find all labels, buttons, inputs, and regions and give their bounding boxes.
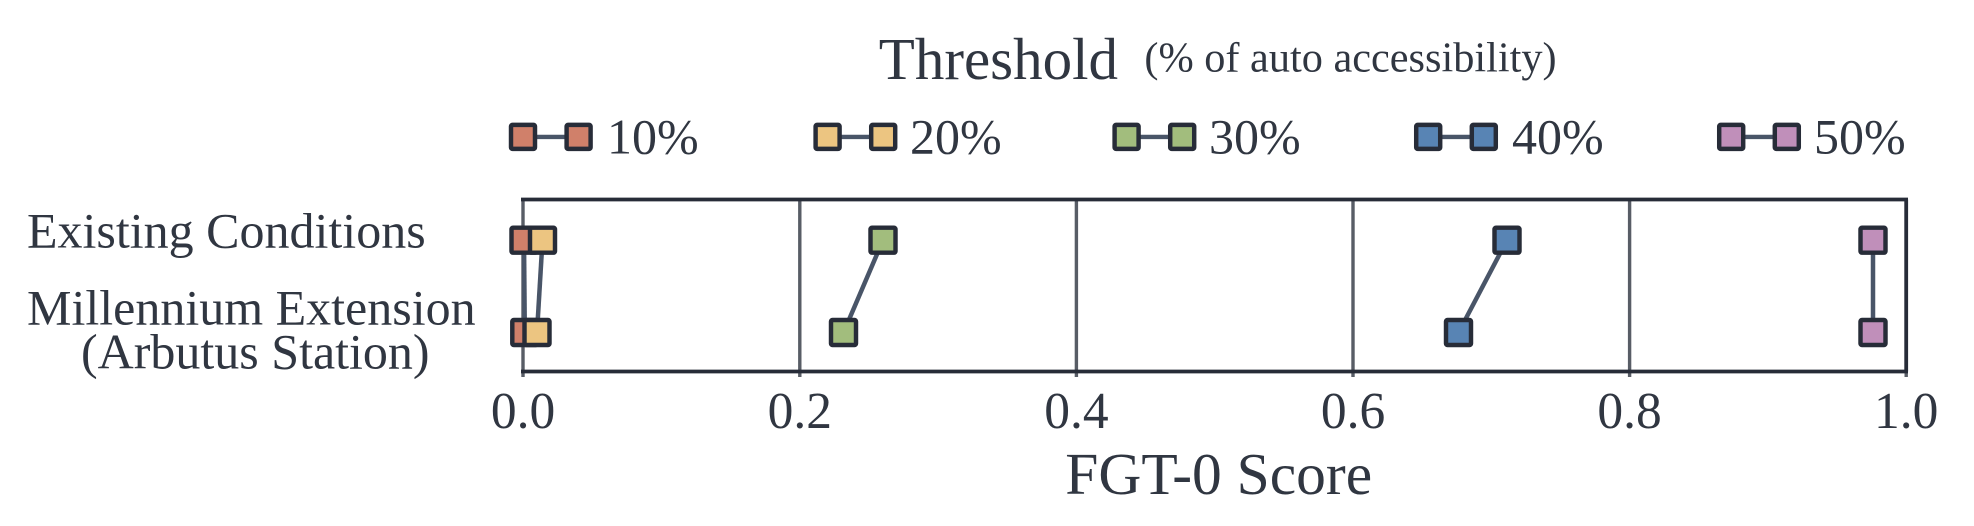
svg-text:0.8: 0.8 bbox=[1597, 383, 1661, 440]
svg-text:50%: 50% bbox=[1814, 109, 1906, 165]
svg-text:1.0: 1.0 bbox=[1874, 383, 1938, 440]
svg-text:Existing Conditions: Existing Conditions bbox=[27, 203, 426, 259]
svg-text:0.2: 0.2 bbox=[768, 383, 832, 440]
svg-text:0.0: 0.0 bbox=[491, 383, 555, 440]
svg-text:10%: 10% bbox=[607, 109, 699, 165]
svg-text:20%: 20% bbox=[910, 109, 1002, 165]
svg-text:(% of auto accessibility): (% of auto accessibility) bbox=[1144, 35, 1556, 82]
svg-text:40%: 40% bbox=[1512, 109, 1604, 165]
svg-text:0.4: 0.4 bbox=[1044, 383, 1108, 440]
svg-text:0.6: 0.6 bbox=[1321, 383, 1385, 440]
svg-text:FGT-0 Score: FGT-0 Score bbox=[1065, 441, 1372, 507]
svg-text:(Arbutus Station): (Arbutus Station) bbox=[81, 324, 430, 380]
svg-text:Millennium Extension: Millennium Extension bbox=[27, 280, 476, 336]
svg-text:Threshold: Threshold bbox=[879, 26, 1118, 92]
svg-text:30%: 30% bbox=[1209, 109, 1301, 165]
